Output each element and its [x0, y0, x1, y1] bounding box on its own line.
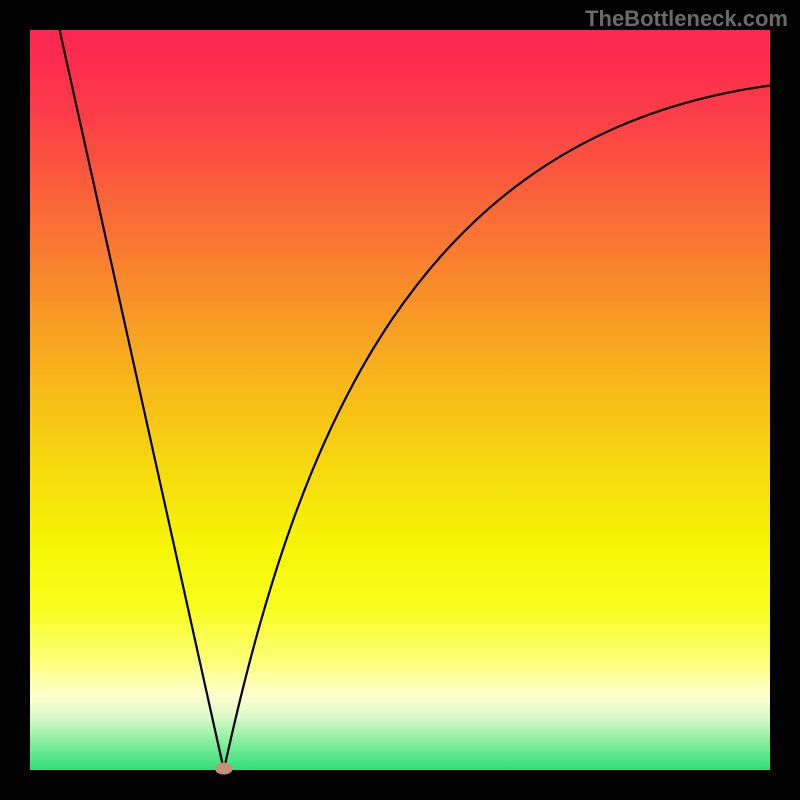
optimal-point-marker	[215, 763, 233, 775]
bottleneck-chart: TheBottleneck.com	[0, 0, 800, 800]
watermark: TheBottleneck.com	[585, 6, 788, 31]
